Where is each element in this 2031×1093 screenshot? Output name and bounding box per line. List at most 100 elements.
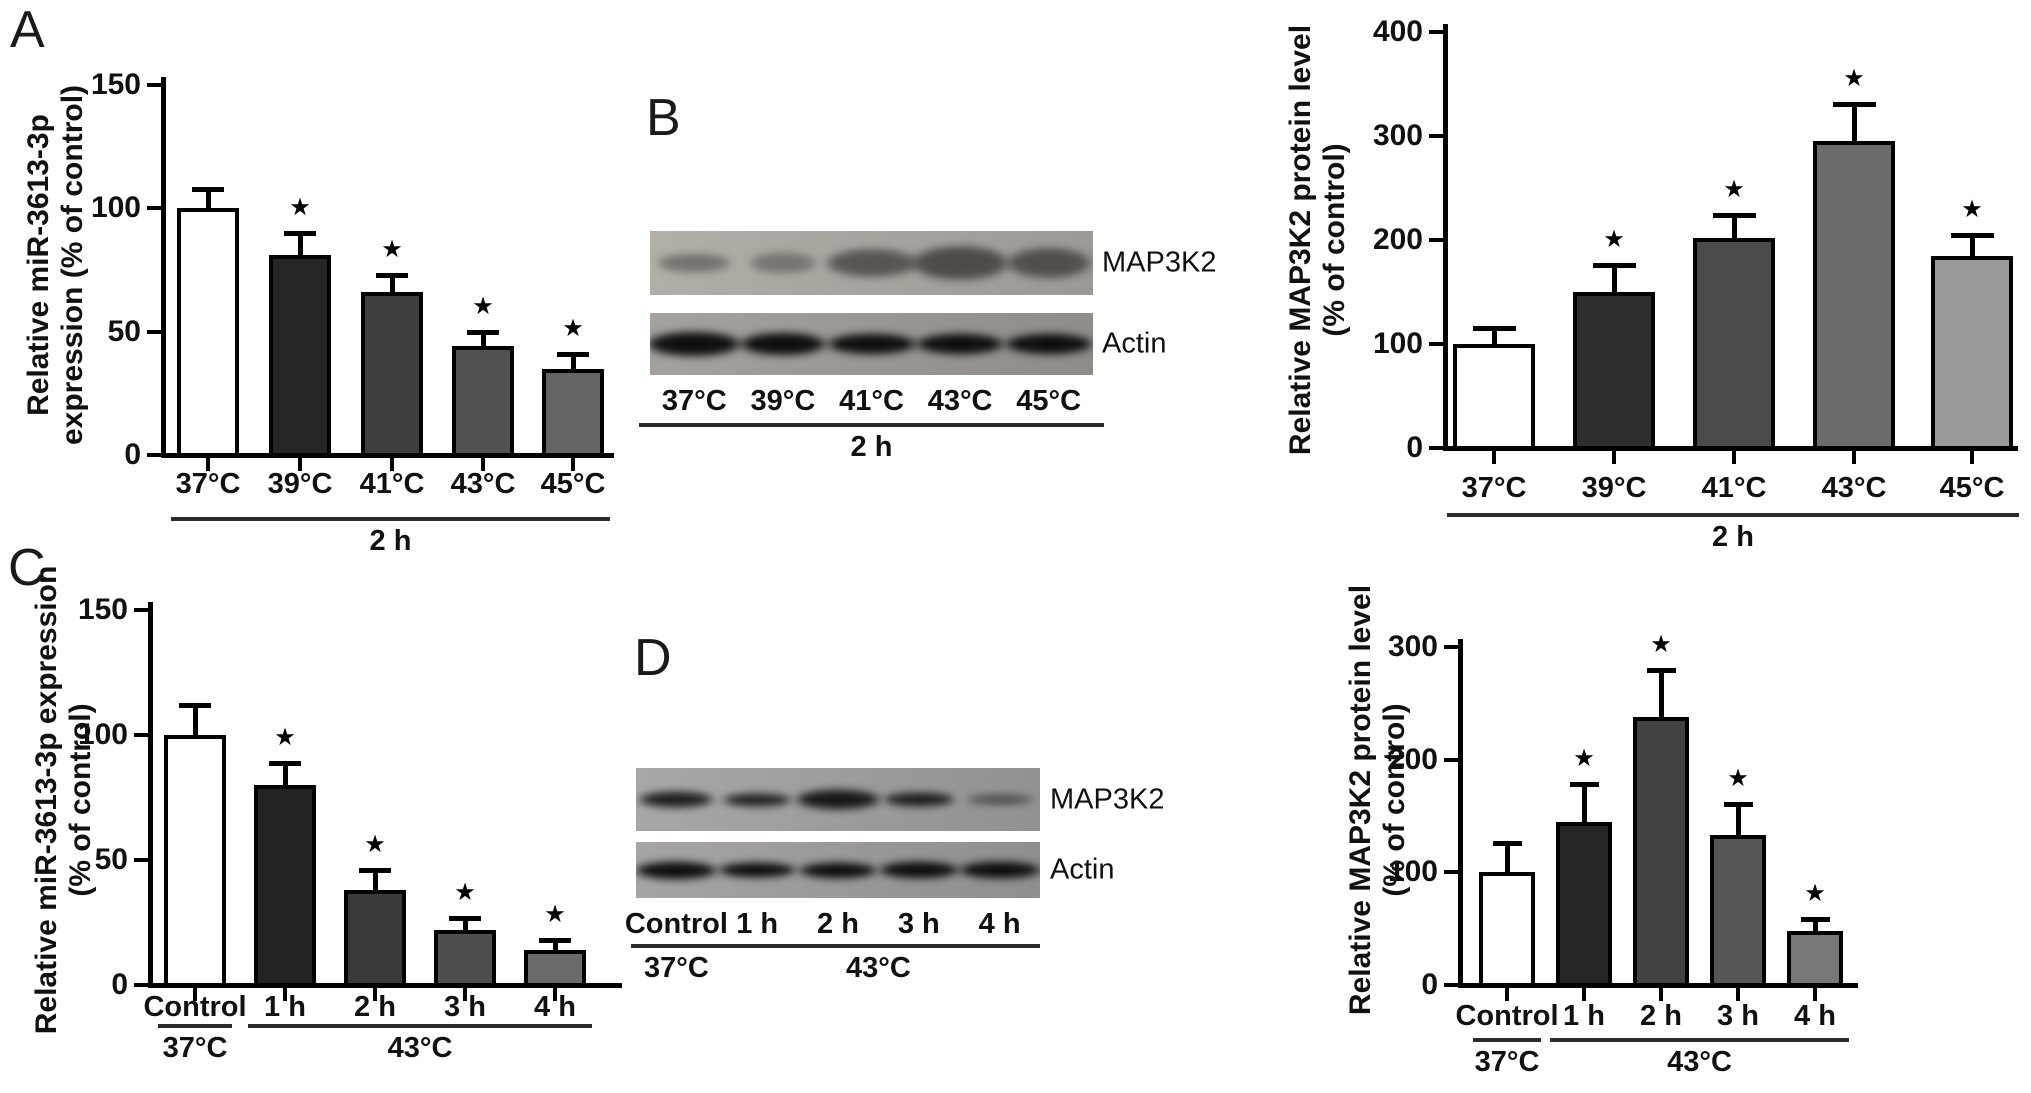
error-bar-line [552,940,558,958]
blot-group-underline [639,423,1104,427]
x-axis-tick [1732,451,1736,464]
x-tick-label: 41°C [359,468,425,500]
bar-4 h [524,950,586,987]
significance-star: ★ [545,903,565,926]
error-bar-line [389,274,395,301]
error-bar-cap [1712,213,1756,219]
lane-label: 41°C [839,385,904,417]
y-tick-label: 100 [77,718,128,751]
bar-2 h [344,890,406,987]
protein-band [909,245,1012,281]
protein-band [876,861,961,879]
x-tick-label: 2 h [1640,1000,1682,1032]
error-bar-cap [1723,801,1753,807]
x-tick-label: 45°C [1939,472,2005,504]
bar-3 h [434,930,496,987]
error-bar-line [570,353,576,377]
group-underline [158,1024,232,1028]
y-tick-label: 150 [90,68,141,101]
bar-Control [1479,872,1535,987]
lane-label: 37°C [661,385,727,417]
x-axis-tick [206,458,210,471]
bar-45°C [1931,255,2013,450]
significance-star: ★ [382,237,402,261]
protein-band [721,792,794,807]
y-axis-tick [134,608,150,612]
x-tick-label: 3 h [1717,1000,1759,1032]
bar-2 h [1633,716,1689,987]
x-tick-label: 45°C [540,468,606,500]
x-tick-label: 39°C [267,468,333,500]
y-axis-title-line: Relative miR-3613-3p expression [30,565,63,1035]
bar-3 h [1710,835,1766,987]
x-tick-label: Control [143,991,247,1023]
error-bar-cap [1592,262,1636,268]
blot-group-label: 43°C [845,952,911,984]
x-axis-tick [373,988,377,1001]
x-tick-label: 4 h [1794,1000,1836,1032]
protein-band [823,248,920,278]
blot-strip-MAP3K2 [636,768,1040,831]
bar-1 h [254,785,316,987]
protein-band [794,789,882,810]
lane-label: 1 h [736,908,779,940]
y-axis-title: Relative MAP3K2 protein level (% of contr… [1284,25,1352,455]
protein-label-MAP3K2: MAP3K2 [1102,246,1217,279]
x-axis-tick [193,988,197,1001]
y-axis-title-line: Relative MAP3K2 protein level [1344,584,1377,1016]
error-bar-line [1851,103,1857,150]
x-axis-tick [1612,451,1616,464]
x-tick-label: 1 h [264,991,306,1023]
bar-1 h [1556,821,1612,987]
error-bar-cap [1569,782,1599,788]
error-bar-line [1581,784,1587,830]
error-bar-cap [557,351,589,357]
panel-letter-a: A [10,1,45,59]
x-axis-tick [1505,988,1509,1001]
significance-star: ★ [1651,632,1671,656]
x-tick-label: 37°C [1461,472,1527,504]
error-bar-cap [1832,101,1876,107]
bar-45°C [542,368,604,457]
error-bar-line [372,870,378,898]
group-label: 37°C [162,1032,228,1064]
group-underline [248,1024,592,1028]
y-tick-label: 50 [107,314,141,348]
significance-star: ★ [1724,178,1744,202]
error-bar-cap [359,868,391,873]
y-axis-tick [1429,342,1445,346]
y-tick-label: 0 [124,438,141,471]
significance-star: ★ [1962,197,1982,221]
group-underline [171,517,610,521]
bar-43°C [452,346,514,457]
blot-strip-MAP3K2 [650,231,1093,295]
x-tick-label: 3 h [444,991,486,1023]
protein-band [747,252,818,274]
x-tick-label: 43°C [450,468,516,500]
x-axis [1443,446,2018,451]
error-bar-cap [1950,232,1994,238]
y-axis-title-line: (% of control) [1318,143,1351,337]
y-axis-tick [134,983,150,987]
lane-label: 4 h [978,908,1021,940]
y-axis-tick [147,453,163,457]
protein-label-MAP3K2: MAP3K2 [1050,783,1165,815]
y-tick-label: 50 [94,843,128,876]
error-bar-cap [1646,667,1676,673]
y-axis-title: Relative miR-3613-3p expression (% of con… [22,85,90,445]
y-tick-label: 100 [90,191,141,225]
group-label: 43°C [387,1032,453,1064]
group-label: 43°C [1667,1046,1732,1078]
x-tick-label: 43°C [1821,472,1887,504]
bar-37°C [1453,344,1535,450]
significance-star: ★ [1805,881,1825,905]
y-axis-title-line: expression (% of control) [56,84,89,446]
error-bar-line [282,762,288,793]
blot-group-underline [631,944,722,948]
y-axis [1458,639,1463,987]
significance-star: ★ [365,833,385,856]
